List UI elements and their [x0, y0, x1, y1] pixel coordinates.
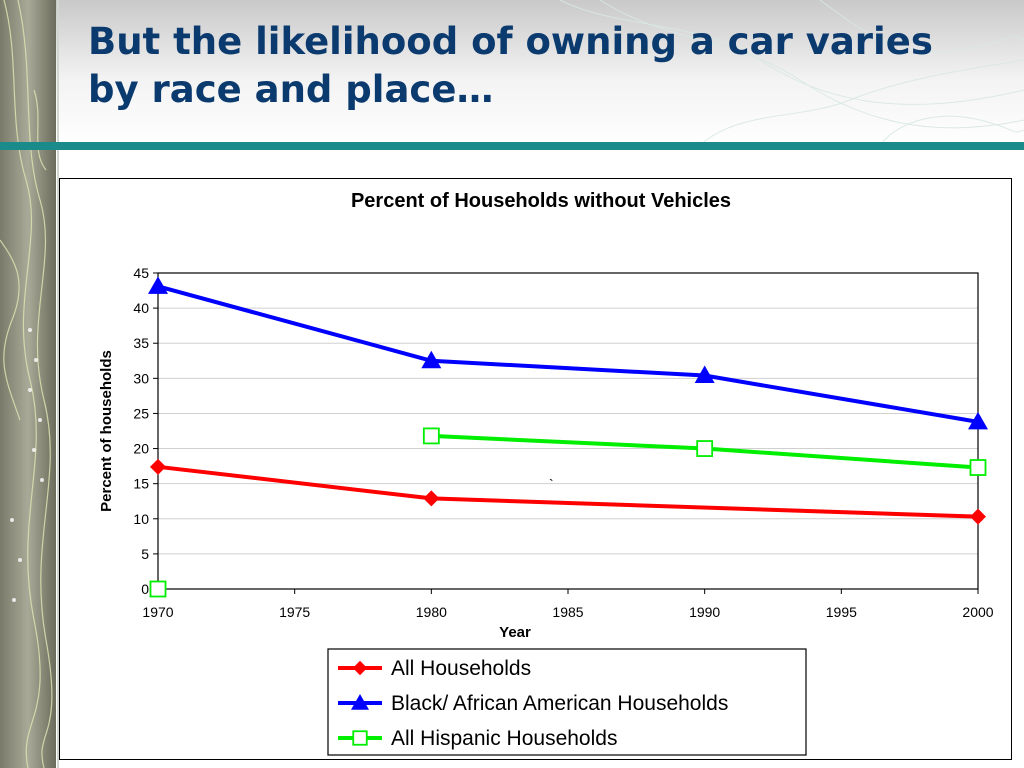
- data-point-square: [352, 730, 368, 746]
- chart-legend: All Households Black/ African American Ho…: [327, 648, 807, 756]
- series-all-hispanic-households: [149, 427, 987, 598]
- y-tick-label: 35: [133, 335, 149, 351]
- data-point-square: [969, 459, 987, 476]
- x-tick-label: 1995: [826, 604, 857, 620]
- slide-title: But the likelihood of owning a car varie…: [88, 18, 1008, 114]
- y-tick-label: 25: [133, 405, 149, 421]
- data-point-triangle: [148, 276, 168, 294]
- legend-item: Black/ African American Households: [338, 692, 728, 715]
- data-point-diamond: [970, 508, 986, 525]
- title-divider: [0, 142, 1024, 150]
- y-tick-label: 15: [133, 476, 149, 492]
- data-point-triangle: [694, 365, 715, 384]
- data-point-diamond: [352, 660, 368, 676]
- data-point-diamond: [150, 458, 166, 475]
- series-black-african-american-households: [148, 276, 988, 430]
- x-tick-label: 1975: [279, 604, 310, 620]
- x-tick-label: 1985: [552, 604, 583, 620]
- x-tick-label: 2000: [962, 604, 993, 620]
- y-tick-label: 20: [133, 441, 149, 457]
- slide-title-line-2: by race and place…: [88, 68, 494, 111]
- y-tick-label: 40: [133, 300, 149, 316]
- slide-title-line-1: But the likelihood of owning a car varie…: [88, 20, 933, 63]
- series-line: [157, 464, 979, 519]
- y-tick-label: 10: [133, 511, 149, 527]
- map-strip: [0, 0, 56, 768]
- y-axis: 0 5 10 15 20 25 30 35 40 45: [133, 265, 158, 597]
- legend-item: All Households: [338, 657, 531, 680]
- data-point-triangle: [968, 411, 988, 430]
- data-point-triangle: [351, 694, 369, 710]
- legend-label: All Households: [391, 657, 531, 680]
- y-tick-label: 30: [133, 370, 149, 386]
- topographic-contours: [559, 0, 1024, 146]
- chart-annotation: `: [549, 476, 554, 492]
- data-point-square: [696, 440, 714, 457]
- legend-item: All Hispanic Households: [338, 727, 617, 750]
- y-tick-label: 45: [133, 265, 149, 281]
- chart-series: [148, 276, 988, 598]
- chart-gridlines: [158, 307, 978, 555]
- x-tick-label: 1980: [416, 604, 447, 620]
- map-strip-contours: [0, 0, 53, 768]
- map-strip-dots: [10, 328, 44, 602]
- y-axis-label: Percent of households: [98, 350, 115, 512]
- x-axis-label: Year: [499, 624, 531, 641]
- x-axis: 1970 1975 1980 1985 1990 1995 2000: [142, 589, 994, 620]
- legend-label: All Hispanic Households: [391, 727, 617, 750]
- x-tick-label: 1970: [142, 604, 173, 620]
- series-all-households: [150, 458, 986, 525]
- chart-frame: Percent of Households without Vehicles 1…: [59, 178, 1012, 760]
- x-tick-label: 1990: [689, 604, 720, 620]
- chart-title: Percent of Households without Vehicles: [351, 190, 731, 212]
- series-line: [157, 284, 979, 424]
- data-point-square: [149, 580, 167, 598]
- y-tick-label: 5: [141, 546, 149, 562]
- y-tick-label: 0: [141, 581, 149, 597]
- legend-box: [327, 648, 807, 756]
- data-point-triangle: [421, 350, 442, 369]
- data-point-square: [422, 427, 440, 445]
- data-point-diamond: [423, 490, 440, 507]
- legend-label: Black/ African American Households: [391, 692, 728, 715]
- line-chart: Percent of Households without Vehicles 1…: [98, 190, 994, 756]
